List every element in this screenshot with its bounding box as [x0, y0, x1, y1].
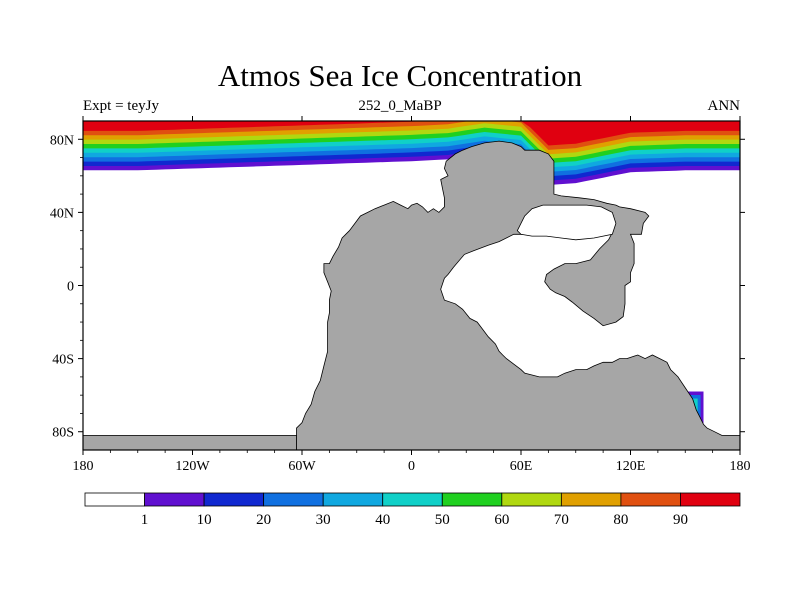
colorbar-swatch-2	[203, 492, 265, 507]
x-tick-label: 0	[408, 459, 415, 474]
colorbar-label: 60	[494, 512, 509, 528]
colorbar-label: 90	[673, 512, 688, 528]
x-tick-label: 180	[730, 459, 751, 474]
y-tick-label: 0	[67, 280, 74, 295]
colorbar-swatch-10	[680, 492, 741, 507]
y-tick-label: 40S	[52, 353, 74, 368]
colorbar-swatch-0	[84, 492, 145, 507]
experiment-label: Expt = teyJy	[83, 98, 159, 114]
landmass-1	[83, 434, 297, 450]
colorbar-label: 40	[375, 512, 390, 528]
y-tick-label: 80S	[52, 426, 74, 441]
colorbar-label: 30	[316, 512, 331, 528]
y-tick-label: 40N	[50, 206, 74, 221]
ice-band-90	[83, 121, 740, 146]
colorbar-swatch-6	[441, 492, 503, 507]
x-axis: 180 120W 60W 0 60E 120E 180	[73, 116, 751, 474]
map-title: Atmos Sea Ice Concentration	[217, 58, 583, 93]
y-axis: 80N 40N 0 40S 80S	[50, 133, 745, 441]
colorbar-label: 10	[197, 512, 212, 528]
colorbar-swatch-5	[382, 492, 443, 507]
y-tick-label: 80N	[50, 133, 74, 148]
colorbar-label: 20	[256, 512, 271, 528]
colorbar-swatch-8	[560, 492, 622, 507]
colorbar: 1 10 20 30 40 50 60 70 80 90	[84, 492, 741, 528]
x-tick-label: 60W	[288, 459, 316, 474]
time-label: 252_0_MaBP	[358, 98, 442, 114]
x-tick-label: 180	[73, 459, 94, 474]
colorbar-label: 70	[554, 512, 569, 528]
colorbar-label: 80	[613, 512, 628, 528]
season-label: ANN	[707, 98, 741, 114]
x-tick-label: 120E	[616, 459, 646, 474]
colorbar-swatch-4	[322, 492, 384, 507]
x-tick-label: 60E	[510, 459, 533, 474]
x-tick-label: 120W	[175, 459, 210, 474]
landmass-0	[296, 140, 740, 450]
tethys-ocean	[516, 204, 617, 241]
colorbar-swatch-7	[501, 492, 562, 507]
colorbar-swatch-1	[144, 492, 205, 507]
colorbar-label: 50	[435, 512, 450, 528]
land-layer	[83, 140, 740, 450]
colorbar-swatch-3	[263, 492, 324, 507]
colorbar-swatch-9	[620, 492, 681, 507]
colorbar-label: 1	[141, 512, 149, 528]
